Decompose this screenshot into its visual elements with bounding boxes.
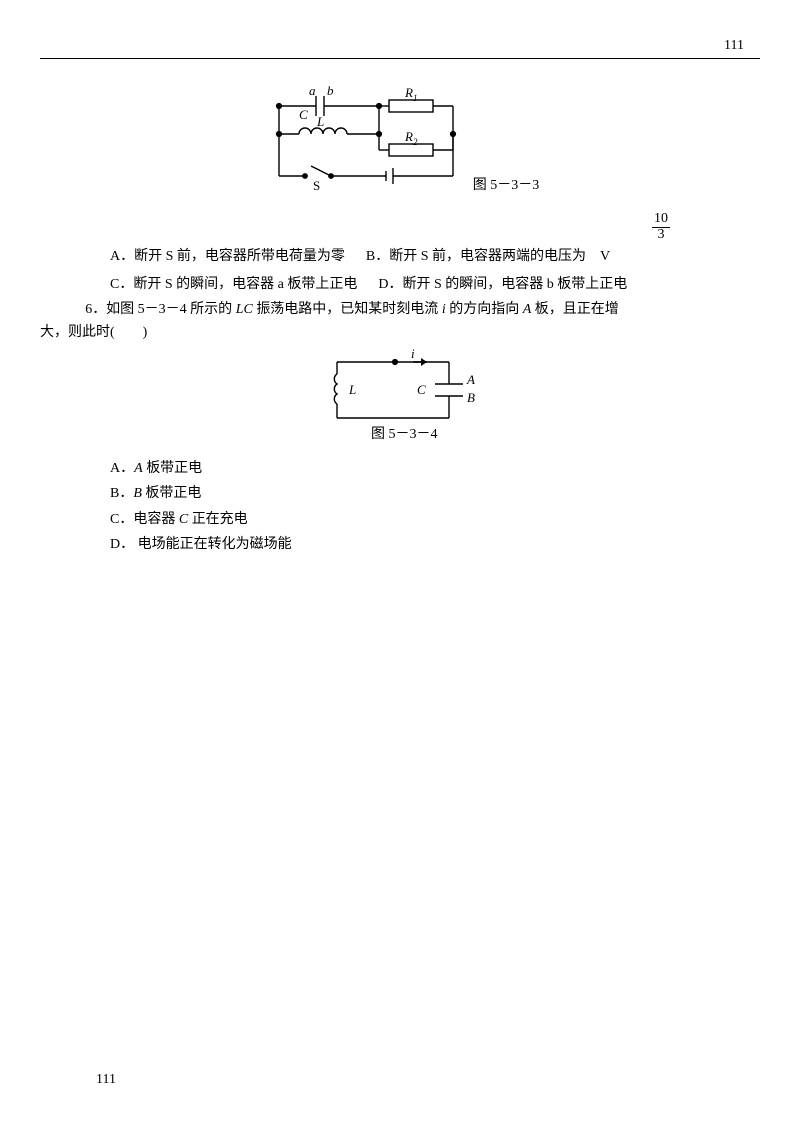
q6-pre: 6．如图 5－3－4 所示的 — [85, 302, 236, 317]
label-i: i — [411, 346, 415, 361]
circuit-diagram-2: i L C A B 图 5－3－4 — [315, 346, 485, 446]
label-L: L — [316, 114, 324, 129]
label-S: S — [313, 178, 320, 193]
circuit-diagram-1: a b C L R1 R2 S — [261, 84, 471, 194]
q5-line-cd: C．断开 S 的瞬间，电容器 a 板带上正电 D．断开 S 的瞬间，电容器 b … — [60, 272, 740, 297]
q5-option-b-pre: B．断开 S 前，电容器两端的电压为 — [366, 249, 586, 264]
q5-option-a: A．断开 S 前，电容器所带电荷量为零 — [110, 249, 345, 264]
q6-post: 板，且正在增 — [531, 302, 619, 317]
q6-stem-line1: 6．如图 5－3－4 所示的 LC 振荡电路中，已知某时刻电流 i 的方向指向 … — [60, 299, 740, 321]
figure-5-3-4: i L C A B 图 5－3－4 — [60, 346, 740, 446]
fraction-row: 10 3 — [60, 212, 740, 242]
label-C2: C — [417, 382, 426, 397]
label-L2: L — [348, 382, 356, 397]
italic-A: A — [523, 302, 532, 317]
label-a: a — [309, 84, 316, 98]
q6-stem-line2: 大，则此时( ) — [40, 322, 740, 344]
figure-2-caption: 图 5－3－4 — [371, 427, 438, 442]
figure-5-3-3: a b C L R1 R2 S 图 5－3－3 — [60, 84, 740, 194]
label-Aplate: A — [466, 372, 475, 387]
frac-den: 3 — [652, 228, 670, 243]
label-b: b — [327, 84, 334, 98]
header-rule — [40, 58, 760, 59]
q6-mid2: 的方向指向 — [446, 302, 523, 317]
page-number-header: 111 — [724, 38, 744, 54]
q5-option-d: D．断开 S 的瞬间，电容器 b 板带上正电 — [378, 277, 627, 292]
q6-option-a: A．A 板带正电 — [110, 456, 740, 481]
q6-l2-pre: 大，则此时( — [40, 325, 115, 340]
q6-option-d: D． 电场能正在转化为磁场能 — [110, 532, 740, 557]
fraction-10-3: 10 3 — [652, 212, 670, 242]
q5-line-ab: A．断开 S 前，电容器所带电荷量为零 B．断开 S 前，电容器两端的电压为 V — [60, 244, 740, 269]
figure-1-caption: 图 5－3－3 — [473, 174, 540, 194]
q6-option-b: B．B 板带正电 — [110, 481, 740, 506]
q6-options: A．A 板带正电 B．B 板带正电 C．电容器 C 正在充电 D． 电场能正在转… — [110, 456, 740, 557]
q6-option-c: C．电容器 C 正在充电 — [110, 507, 740, 532]
q5-option-b-post: V — [597, 249, 611, 264]
q6-l2-post: ) — [143, 325, 148, 340]
italic-LC: LC — [236, 302, 253, 317]
label-Bplate: B — [467, 390, 475, 405]
q6-mid: 振荡电路中，已知某时刻电流 — [253, 302, 442, 317]
frac-num: 10 — [652, 212, 670, 228]
page-content: a b C L R1 R2 S 图 5－3－3 10 3 A．断开 S 前，电容… — [40, 62, 760, 557]
page-number-footer: 111 — [96, 1072, 116, 1088]
label-C: C — [299, 107, 308, 122]
q5-option-c: C．断开 S 的瞬间，电容器 a 板带上正电 — [110, 277, 357, 292]
